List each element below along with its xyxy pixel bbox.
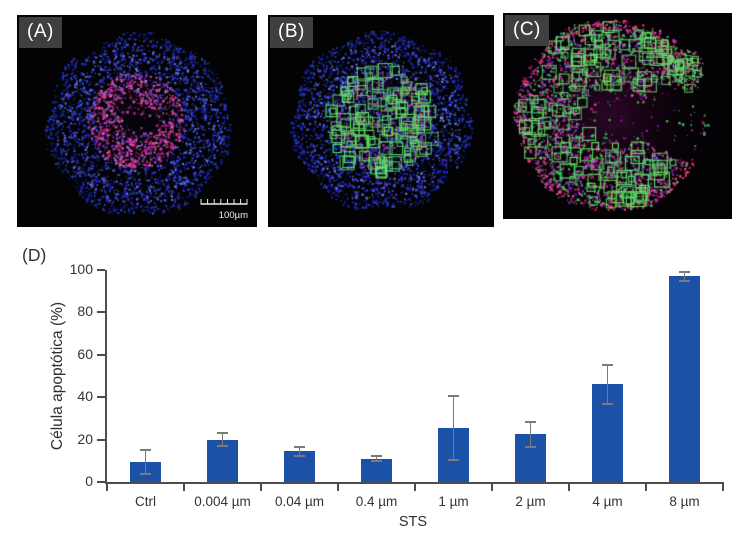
- y-axis-tick: [97, 311, 105, 314]
- micrograph-panel-b: (B): [268, 15, 494, 227]
- x-axis-tick: [568, 482, 570, 491]
- error-bar-cap-top: [525, 420, 536, 423]
- y-tick-label: 0: [85, 473, 93, 489]
- y-axis-tick: [97, 438, 105, 441]
- error-bar-cap-top: [602, 364, 613, 367]
- error-bar-line: [529, 421, 532, 448]
- x-axis-tick: [645, 482, 647, 491]
- y-tick-label: 60: [77, 345, 93, 362]
- error-bar-cap-top: [448, 395, 459, 398]
- scale-ruler-icon: [200, 198, 248, 205]
- x-axis-tick: [260, 482, 262, 491]
- scale-bar-label: 100µm: [218, 209, 248, 221]
- x-axis-tick: [491, 482, 493, 491]
- micrograph-image-b: [268, 15, 494, 227]
- error-bar-cap-bottom: [602, 402, 613, 405]
- apoptosis-bar-chart: (D) Célula apoptótica (%) 0 20 40 60 80 100 Ct…: [0, 240, 750, 545]
- error-bar-cap-bottom: [371, 460, 382, 463]
- scale-bar: 100µm: [200, 192, 248, 221]
- y-tick-label: 40: [77, 388, 93, 405]
- panel-c-label: (C): [505, 15, 549, 46]
- micrograph-panel-a: (A) 100µm: [17, 15, 257, 227]
- panel-a-label: (A): [19, 17, 62, 48]
- x-axis-tick: [722, 482, 724, 491]
- micrograph-panel-c: (C): [503, 13, 732, 219]
- error-bar-line: [221, 433, 224, 446]
- x-tick-label: 1 µm: [438, 494, 469, 509]
- error-bar-cap-top: [294, 446, 305, 449]
- error-bar-cap-top: [217, 432, 228, 435]
- panel-d-label: (D): [22, 245, 47, 265]
- y-axis-tick: [97, 353, 105, 356]
- x-axis-tick: [337, 482, 339, 491]
- error-bar-cap-bottom: [294, 454, 305, 457]
- x-tick-label: 4 µm: [592, 494, 623, 509]
- x-axis-tick: [414, 482, 416, 491]
- error-bar-cap-top: [679, 271, 690, 274]
- error-bar-cap-bottom: [679, 279, 690, 282]
- x-tick-label: 0.4 µm: [355, 494, 398, 509]
- micrograph-image-a: [17, 15, 257, 227]
- error-bar-line: [683, 272, 686, 281]
- x-tick-label: Ctrl: [135, 494, 156, 509]
- error-bar-cap-bottom: [525, 446, 536, 449]
- panel-b-label: (B): [270, 17, 313, 48]
- x-tick-label: 8 µm: [669, 494, 700, 509]
- plot-area: 0 20 40 60 80 100 Ctrl 0.004 µm 0.04 µm 0.4 µm 1 µ…: [70, 261, 724, 509]
- y-axis-tick: [97, 269, 105, 271]
- micrograph-image-c: [503, 13, 732, 219]
- x-axis-tick: [106, 482, 108, 491]
- x-tick-label: 0.004 µm: [194, 494, 251, 509]
- error-bar-cap-top: [140, 449, 151, 452]
- error-bar-line: [375, 456, 378, 462]
- y-tick-label: 100: [69, 261, 93, 277]
- x-axis-tick: [183, 482, 185, 491]
- error-bar-line: [452, 396, 455, 460]
- bar-8-m: [669, 276, 700, 482]
- error-bar-cap-top: [371, 455, 382, 458]
- bar-0-4-m: [361, 458, 392, 482]
- x-axis-title: STS: [398, 514, 428, 530]
- y-tick-label: 80: [77, 303, 93, 320]
- y-tick-label: 20: [77, 430, 93, 447]
- x-tick-label: 2 µm: [515, 494, 546, 509]
- x-tick-label: 0.04 µm: [274, 494, 325, 509]
- error-bar-line: [606, 365, 609, 404]
- y-axis-title: Célula apoptótica (%): [49, 301, 66, 451]
- y-axis-tick: [97, 396, 105, 399]
- error-bar-line: [298, 447, 301, 456]
- error-bar-cap-bottom: [140, 472, 151, 475]
- error-bar-cap-bottom: [448, 458, 459, 461]
- error-bar-line: [144, 450, 147, 474]
- error-bar-cap-bottom: [217, 444, 228, 447]
- y-axis-tick: [97, 481, 105, 483]
